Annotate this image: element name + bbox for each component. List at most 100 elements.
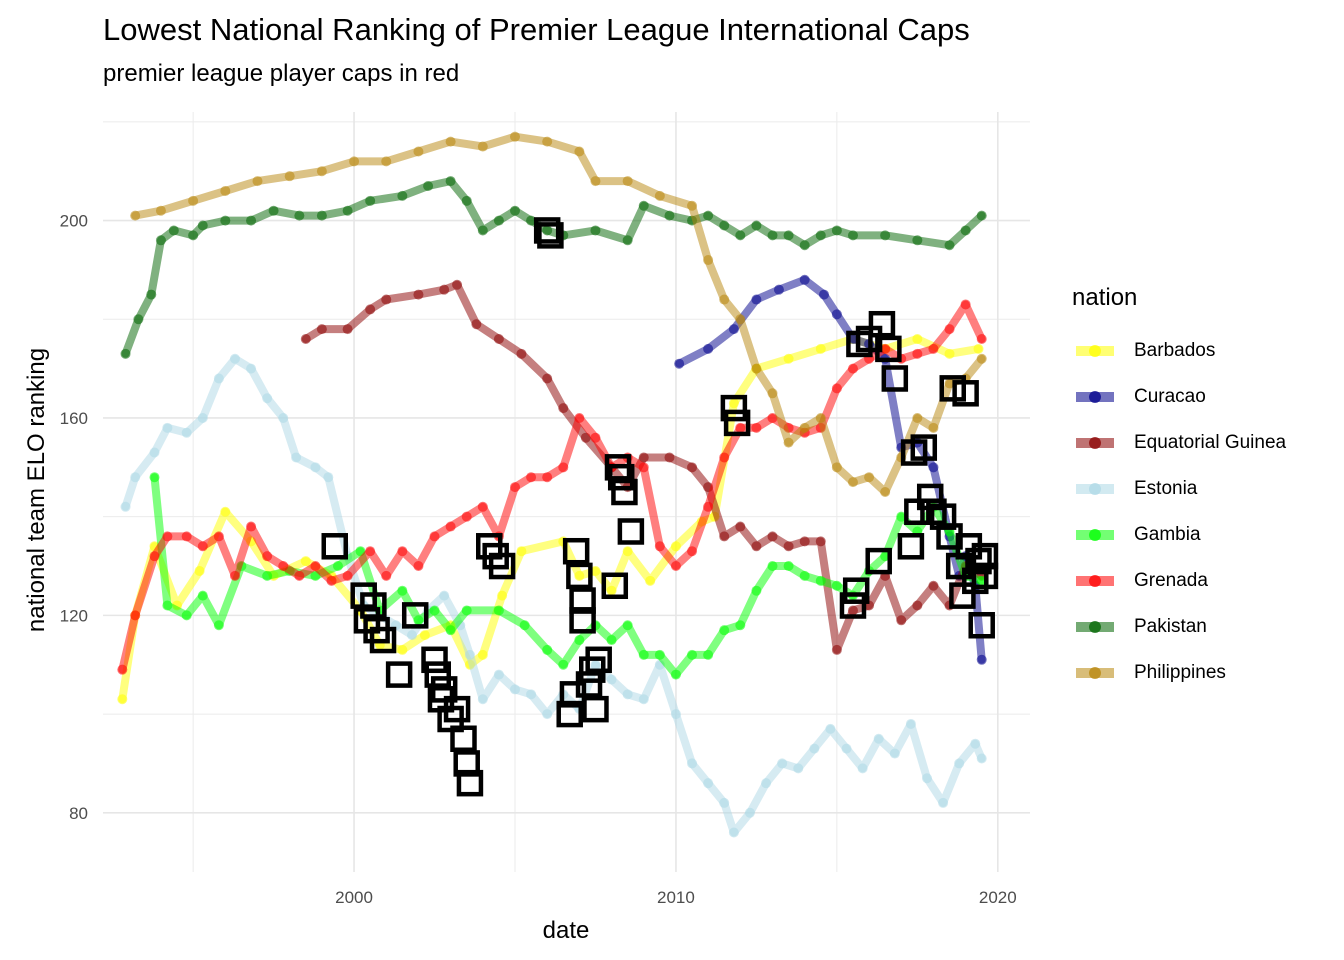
- data-point: [413, 615, 424, 626]
- data-point: [728, 398, 739, 409]
- data-point: [188, 195, 199, 206]
- data-point: [326, 575, 337, 586]
- data-point: [638, 462, 649, 473]
- data-point: [181, 531, 192, 542]
- data-point: [912, 334, 923, 345]
- data-point: [117, 694, 128, 705]
- data-point: [542, 225, 553, 236]
- legend-key: [1072, 328, 1118, 374]
- pl-cap-marker: [569, 587, 596, 614]
- data-point: [622, 546, 633, 557]
- data-point: [332, 561, 343, 572]
- data-point: [278, 412, 289, 423]
- series-line-barbados: [118, 335, 983, 704]
- data-point: [493, 605, 504, 616]
- data-point: [197, 412, 208, 423]
- data-point: [220, 506, 231, 517]
- data-point: [197, 541, 208, 552]
- data-point: [670, 709, 681, 720]
- data-point: [905, 718, 916, 729]
- data-point: [896, 615, 907, 626]
- legend-item-estonia: Estonia: [1072, 466, 1286, 512]
- data-point: [674, 358, 685, 369]
- data-point: [912, 235, 923, 246]
- data-point: [342, 324, 353, 335]
- data-point: [542, 373, 553, 384]
- data-point: [654, 190, 665, 201]
- data-point: [654, 649, 665, 660]
- pl-cap-marker: [868, 310, 896, 338]
- legend-key: [1072, 374, 1118, 420]
- data-point: [268, 205, 279, 216]
- data-point: [590, 565, 601, 576]
- legend-key: [1072, 420, 1118, 466]
- data-point: [976, 654, 987, 665]
- pl-cap-marker: [607, 463, 635, 491]
- pl-cap-marker: [453, 750, 480, 777]
- data-point: [397, 585, 408, 596]
- data-point: [944, 324, 955, 335]
- data-point: [262, 551, 273, 562]
- data-point: [590, 432, 601, 443]
- data-point: [590, 225, 601, 236]
- data-point: [767, 412, 778, 423]
- data-point: [719, 625, 730, 636]
- data-point: [670, 541, 681, 552]
- legend-items: Barbados Curacao Equatorial Guinea Estonia G…: [1072, 328, 1286, 696]
- data-point: [815, 536, 826, 547]
- data-point: [825, 723, 836, 734]
- data-point: [880, 487, 891, 497]
- data-point: [976, 334, 987, 345]
- series-line-pakistan: [121, 177, 986, 358]
- data-point: [294, 210, 305, 221]
- data-point: [703, 343, 714, 354]
- data-point: [181, 427, 192, 438]
- data-point: [751, 220, 762, 231]
- data-point: [687, 462, 698, 473]
- legend-key: [1072, 466, 1118, 512]
- data-point: [719, 220, 730, 231]
- data-point: [120, 348, 131, 359]
- pl-cap-marker: [421, 646, 448, 674]
- data-point: [445, 176, 456, 187]
- legend: nation Barbados Curacao Equatorial Guinea E…: [1072, 284, 1286, 696]
- data-point: [510, 205, 520, 216]
- data-point: [847, 477, 858, 488]
- data-point: [365, 195, 376, 206]
- data-point: [664, 452, 675, 463]
- data-point: [574, 412, 585, 423]
- data-point: [783, 437, 794, 448]
- data-point: [793, 763, 804, 774]
- data-point: [606, 635, 617, 646]
- data-point: [419, 630, 430, 641]
- data-point: [831, 225, 842, 236]
- data-point: [638, 649, 649, 660]
- data-point: [220, 215, 231, 226]
- data-point: [213, 373, 224, 384]
- data-point: [542, 472, 553, 483]
- data-point: [381, 156, 392, 167]
- data-point: [847, 605, 858, 616]
- series-estonia: [120, 353, 987, 838]
- pl-cap-marker: [582, 695, 609, 723]
- pl-cap-marker: [575, 671, 603, 698]
- data-point: [510, 684, 520, 695]
- data-point: [944, 240, 955, 251]
- data-point: [638, 694, 649, 705]
- y-tick-label: 160: [60, 409, 88, 428]
- pl-caps-markers: [321, 217, 999, 797]
- data-point: [880, 230, 891, 241]
- data-point: [461, 605, 472, 616]
- legend-item-curacao: Curacao: [1072, 374, 1286, 420]
- data-point: [130, 472, 141, 483]
- legend-key: [1072, 604, 1118, 650]
- data-point: [654, 541, 665, 552]
- data-point: [413, 289, 424, 300]
- data-point: [622, 620, 633, 631]
- data-point: [558, 659, 569, 670]
- data-point: [429, 531, 440, 542]
- data-point: [323, 472, 334, 483]
- data-point: [703, 501, 714, 512]
- data-point: [155, 235, 166, 246]
- data-point: [719, 452, 730, 463]
